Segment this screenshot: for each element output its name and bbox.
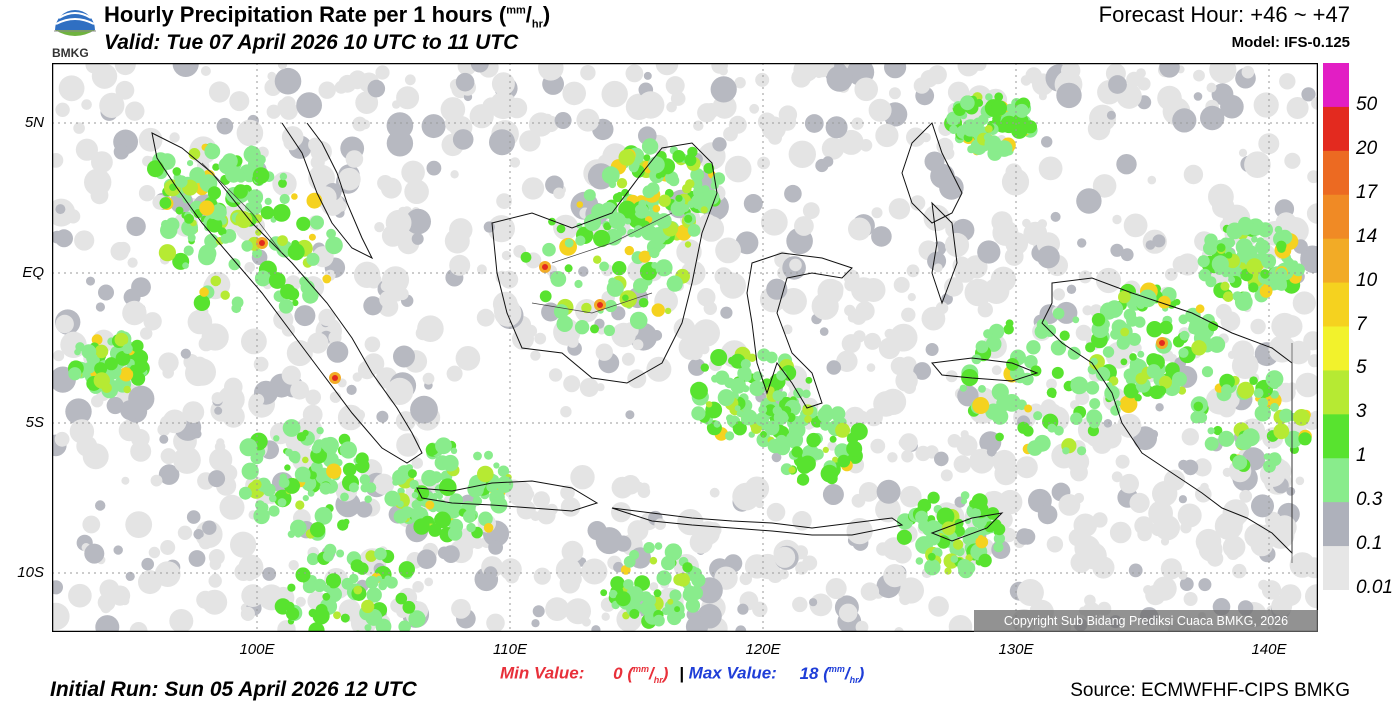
lon-label-140e: 140E — [1251, 641, 1287, 658]
java-coast — [416, 480, 599, 512]
colorbar-swatch — [1323, 150, 1349, 196]
title-unit-den: hr — [531, 18, 543, 31]
colorbar-label: 17 — [1356, 181, 1378, 203]
min-label: Min Value: — [500, 663, 585, 683]
model-name: Model: IFS-0.125 — [1231, 34, 1350, 51]
stats-separator: | — [679, 663, 684, 683]
title-unit-sep: / — [525, 2, 532, 27]
colorbar-label: 20 — [1356, 137, 1378, 159]
malay-coast — [281, 122, 374, 260]
colorbar-swatch — [1323, 63, 1349, 108]
philippines-coast — [901, 122, 963, 224]
data-source: Source: ECMWFHF-CIPS BMKG — [1070, 680, 1350, 701]
lon-label-100e: 100E — [239, 641, 275, 658]
sumatra-coast — [151, 132, 423, 464]
colorbar-label: 50 — [1356, 93, 1378, 115]
colorbar-label: 10 — [1356, 269, 1378, 291]
page-title: Hourly Precipitation Rate per 1 hours (m… — [104, 2, 550, 30]
colorbar-swatches — [1323, 63, 1349, 591]
copyright-note: Copyright Sub Bidang Prediksi Cuaca BMKG… — [974, 610, 1318, 632]
valid-time: Valid: Tue 07 April 2026 10 UTC to 11 UT… — [104, 31, 519, 54]
max-value: 18 — [799, 663, 819, 683]
max-unit-den: hr — [849, 675, 859, 686]
min-unit-num: mm — [633, 664, 650, 674]
borders — [201, 162, 1293, 563]
colorbar-swatch — [1323, 194, 1349, 240]
lesser-sunda-coast — [611, 507, 904, 536]
colorbar-label: 0.01 — [1356, 577, 1393, 598]
colorbar-label: 7 — [1356, 313, 1367, 335]
colorbar-swatch — [1323, 106, 1349, 152]
title-unit-num: mm — [506, 4, 526, 17]
heavy-precip-layer — [68, 92, 1312, 667]
colorbar — [1323, 63, 1349, 591]
bmkg-logo: BMKG — [50, 0, 100, 60]
colorbar-label: 14 — [1356, 225, 1378, 247]
timor-coast — [930, 512, 1004, 542]
lat-label-eq: EQ — [22, 264, 44, 281]
colorbar-swatch — [1323, 414, 1349, 459]
coastlines — [151, 122, 1293, 555]
lon-label-130e: 130E — [998, 641, 1034, 658]
title-main: Hourly Precipitation Rate per 1 hours ( — [104, 2, 507, 27]
map-canvas — [42, 50, 1330, 667]
borneo-coast — [491, 142, 718, 384]
colorbar-label: 0.3 — [1356, 489, 1383, 511]
colorbar-swatch — [1323, 458, 1349, 503]
sulawesi-coast — [746, 252, 853, 409]
lat-label-10s: 10S — [17, 564, 44, 581]
colorbar-swatch — [1323, 370, 1349, 415]
lon-label-110e: 110E — [493, 641, 527, 658]
colorbar-swatch — [1323, 282, 1349, 327]
colorbar-swatch — [1323, 238, 1349, 284]
colorbar-swatch — [1323, 502, 1349, 547]
initial-run: Initial Run: Sun 05 April 2026 12 UTC — [50, 678, 417, 701]
max-unit-num: mm — [828, 664, 845, 674]
logo-label: BMKG — [52, 46, 89, 60]
maluku-coast — [931, 201, 958, 305]
lon-label-120e: 120E — [745, 641, 781, 658]
new-guinea-coast — [1041, 277, 1293, 555]
colorbar-label: 5 — [1356, 357, 1367, 379]
title-close: ) — [542, 2, 551, 27]
value-stats: Min Value: 0 (mm/hr) | Max Value: 18 (mm… — [500, 663, 865, 686]
colorbar-swatch — [1323, 546, 1349, 591]
colorbar-label: 3 — [1356, 401, 1367, 423]
min-unit-den: hr — [653, 675, 663, 686]
lat-label-5n: 5N — [24, 114, 44, 131]
seram-coast — [931, 357, 1039, 382]
precipitation-map — [42, 50, 1330, 667]
lat-label-5s: 5S — [25, 414, 44, 431]
graticule — [52, 63, 1318, 632]
colorbar-swatch — [1323, 326, 1349, 371]
colorbar-label: 1 — [1356, 445, 1367, 467]
colorbar-label: 0.1 — [1356, 533, 1383, 555]
forecast-hour: Forecast Hour: +46 ~ +47 — [1098, 2, 1350, 27]
max-label: Max Value: — [688, 663, 777, 683]
min-value: 0 — [613, 663, 623, 683]
bmkg-logo-icon — [54, 10, 96, 36]
